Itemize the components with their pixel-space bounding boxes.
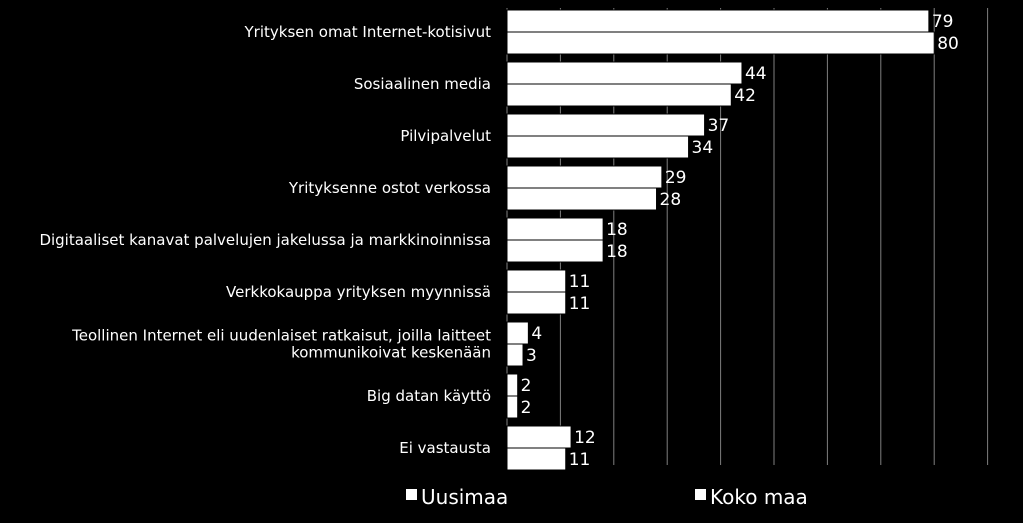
value-label: 80 [937,34,959,54]
bar-uusimaa [506,217,604,241]
value-label: 34 [692,138,714,158]
category-label: Yrityksenne ostot verkossa [288,179,491,197]
value-label: 3 [526,346,537,366]
value-label: 2 [521,398,532,418]
value-label: 18 [606,220,628,240]
category-label: Big datan käyttö [367,387,491,405]
value-label: 2 [521,376,532,396]
bar-uusimaa [506,425,572,449]
bar-uusimaa [506,9,930,33]
value-label: 79 [932,12,954,32]
bar-uusimaa [506,113,706,137]
bar-uusimaa [506,321,529,345]
legend-label-uusimaa: Uusimaa [421,485,508,509]
bar-koko-maa [506,291,567,315]
value-label: 11 [569,294,591,314]
value-label: 18 [606,242,628,262]
bar-uusimaa [506,61,743,85]
bar-koko-maa [506,239,604,263]
category-label: Teollinen Internet eli uudenlaiset ratka… [71,327,491,362]
bar-uusimaa [506,269,567,293]
bar-koko-maa [506,343,524,367]
category-label: Verkkokauppa yrityksen myynnissä [226,283,491,301]
value-label: 28 [660,190,682,210]
category-label: Digitaaliset kanavat palvelujen jakeluss… [39,231,491,249]
bar-uusimaa [506,373,519,397]
bar-uusimaa [506,165,663,189]
bar-koko-maa [506,83,732,107]
value-label: 11 [569,272,591,292]
value-label: 11 [569,450,591,470]
legend-swatch-uusimaa [406,489,417,500]
bars [506,9,935,471]
value-label: 29 [665,168,687,188]
value-label: 4 [531,324,542,344]
legend-swatch-koko-maa [695,489,706,500]
category-label: Sosiaalinen media [354,75,491,93]
value-label: 44 [745,64,767,84]
bar-koko-maa [506,135,690,159]
category-label: Yrityksen omat Internet-kotisivut [244,23,492,41]
bar-koko-maa [506,187,658,211]
bar-koko-maa [506,395,519,419]
bar-koko-maa [506,447,567,471]
value-label: 37 [708,116,730,136]
legend: Uusimaa Koko maa [406,485,808,509]
legend-label-koko-maa: Koko maa [710,485,808,509]
value-label: 42 [734,86,756,106]
category-label: Pilvipalvelut [400,127,491,145]
value-label: 12 [574,428,596,448]
category-label: Ei vastausta [399,439,491,457]
bar-koko-maa [506,31,935,55]
